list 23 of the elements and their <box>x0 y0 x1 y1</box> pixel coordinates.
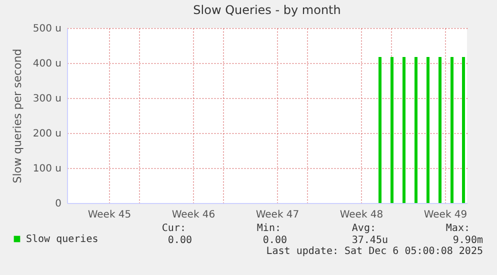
y-tick-label: 500 u <box>32 24 62 34</box>
text: 0.00 <box>262 235 287 246</box>
x-tick-label: Week 46 <box>172 210 216 220</box>
y-tick-label: 300 u <box>32 94 62 104</box>
x-tick-label: Week 47 <box>256 210 300 220</box>
y-tick-label: 200 u <box>32 128 62 140</box>
legend-label: Slow queries <box>26 234 98 245</box>
x-tick-label: Week 45 <box>88 210 132 220</box>
y-tick-label: 0 <box>55 198 62 210</box>
y-axis-title: Slow queries per second <box>10 48 24 184</box>
y-tick-label: 400 u <box>32 58 62 70</box>
x-tick-label: Week 49 <box>424 210 468 220</box>
y-tick-label: 100 u <box>32 164 62 174</box>
text: Min: <box>256 223 281 234</box>
text: Last update: Sat Dec 6 05:00:08 2025 <box>266 246 483 257</box>
text: 0.00 <box>168 235 192 246</box>
text: Max: <box>446 223 470 234</box>
text: 9.90m <box>452 235 483 246</box>
chart-title: Slow Queries - by month <box>193 3 341 17</box>
x-tick-label: Week 48 <box>340 210 384 220</box>
text: Cur: <box>162 223 186 234</box>
text: Avg: <box>352 223 376 234</box>
text: 37.45u <box>352 235 388 246</box>
